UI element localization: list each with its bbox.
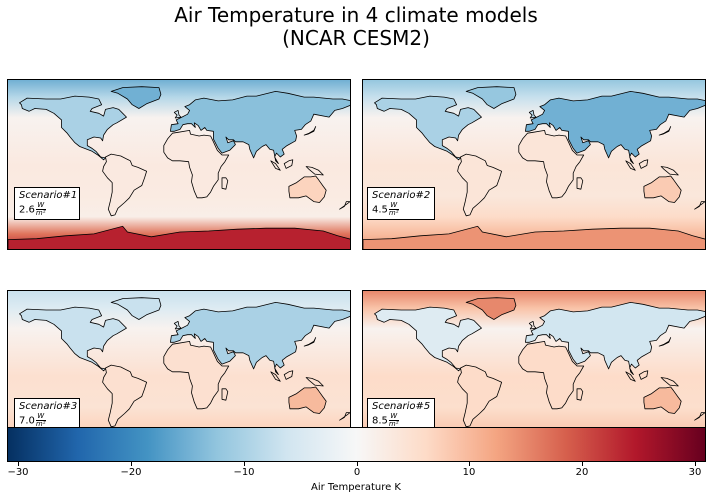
colorbar-tick-label: 0: [353, 467, 361, 478]
land-region: [625, 371, 636, 382]
land-region: [339, 412, 350, 421]
land-region: [525, 302, 705, 375]
land-region: [163, 130, 230, 199]
land-region: [170, 302, 350, 375]
forcing-value-3: 7.0: [19, 415, 35, 427]
colorbar-tick-label: 20: [575, 467, 589, 478]
land-region: [658, 126, 672, 136]
scenario-name-2: Scenario#2: [372, 190, 431, 201]
land-region: [694, 201, 705, 210]
land-region: [576, 177, 584, 190]
forcing-value-2: 4.5: [372, 204, 388, 216]
colorbar-tick-label: −20: [120, 467, 142, 478]
land-region: [638, 370, 649, 380]
colorbar-tick: [357, 462, 358, 466]
land-region: [643, 175, 682, 203]
land-region: [270, 160, 281, 171]
colorbar-tick: [469, 462, 470, 466]
land-region: [173, 110, 182, 119]
colorbar-tick: [244, 462, 245, 466]
land-region: [625, 160, 636, 171]
colorbar-tick-label: −30: [7, 467, 29, 478]
land-region: [173, 321, 182, 330]
map-panel-2-plot: [363, 80, 705, 249]
land-region: [19, 306, 127, 372]
land-region: [283, 370, 294, 380]
land-region: [288, 386, 327, 414]
colorbar-tick: [582, 462, 583, 466]
chart-title: Air Temperature in 4 climate models (NCA…: [0, 4, 712, 50]
land-region: [660, 166, 679, 176]
land-region: [528, 321, 537, 330]
colorbar-tick-label: −10: [233, 467, 255, 478]
land-region: [270, 371, 281, 382]
scenario-name-3: Scenario#3: [19, 401, 78, 412]
scenario-name-1: Scenario#1: [19, 190, 78, 201]
map-panel-1-plot: [8, 80, 350, 249]
land-region: [303, 126, 317, 136]
land-antarctica: [8, 225, 350, 249]
colorbar-tick: [695, 462, 696, 466]
colorbar-tick-label: 30: [688, 467, 702, 478]
land-region: [102, 153, 147, 217]
land-region: [102, 364, 147, 428]
land-region: [658, 337, 672, 347]
land-region: [305, 166, 324, 176]
land-antarctica: [363, 225, 705, 249]
land-region: [525, 91, 705, 164]
land-region: [457, 364, 502, 428]
land-region: [518, 341, 585, 410]
land-region: [305, 377, 324, 387]
land-region: [170, 91, 350, 164]
land-region: [221, 177, 229, 190]
forcing-value-1: 2.6: [19, 204, 35, 216]
colorbar-tick-label: 10: [462, 467, 476, 478]
land-region: [163, 341, 230, 410]
land-region: [660, 377, 679, 387]
colorbar-tick: [131, 462, 132, 466]
land-region: [374, 306, 482, 372]
land-region: [283, 159, 294, 169]
colorbar-tick: [18, 462, 19, 466]
land-region: [339, 201, 350, 210]
land-region: [518, 130, 585, 199]
land-region: [374, 95, 482, 161]
land-region: [576, 388, 584, 401]
colorbar: [7, 427, 706, 462]
chart-title-line-1: Air Temperature in 4 climate models: [174, 3, 538, 27]
land-region: [110, 297, 162, 320]
colorbar-label: Air Temperature K: [311, 482, 401, 493]
land-region: [694, 412, 705, 421]
scenario-name-4: Scenario#5: [372, 401, 431, 412]
land-region: [221, 388, 229, 401]
land-region: [465, 297, 517, 320]
land-region: [457, 153, 502, 217]
land-region: [528, 110, 537, 119]
land-region: [19, 95, 127, 161]
land-region: [638, 159, 649, 169]
land-region: [465, 86, 517, 109]
land-region: [303, 337, 317, 347]
land-region: [643, 386, 682, 414]
land-region: [288, 175, 327, 203]
land-region: [110, 86, 162, 109]
chart-title-line-2: (NCAR CESM2): [282, 26, 430, 50]
forcing-value-4: 8.5: [372, 415, 388, 427]
